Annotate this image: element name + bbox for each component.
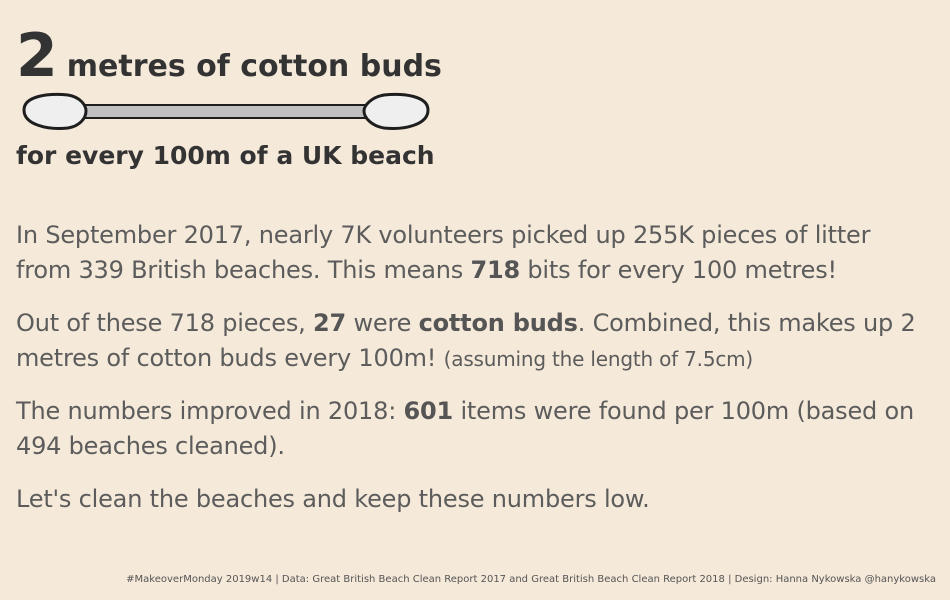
paragraph-2018-improvement: The numbers improved in 2018: 601 items … <box>16 394 931 464</box>
headline: 2 metres of cotton buds <box>16 22 442 90</box>
paragraph-call-to-action: Let's clean the beaches and keep these n… <box>16 482 931 517</box>
p3-bold-601: 601 <box>403 397 454 425</box>
cotton-bud-right-tip <box>362 92 430 130</box>
p1-text-b: bits for every 100 metres! <box>519 256 837 284</box>
p2-bold-cotton-buds: cotton buds <box>418 309 578 337</box>
paragraph-2017-summary: In September 2017, nearly 7K volunteers … <box>16 218 931 288</box>
cotton-bud-left-tip <box>22 92 88 130</box>
p2-note: (assuming the length of 7.5cm) <box>443 347 754 371</box>
p2-text-c: . Combined, this makes up 2 metres of co… <box>16 309 916 372</box>
p4-text-a: Let's clean the beaches and keep these n… <box>16 485 650 513</box>
footer-credits: #MakeoverMonday 2019w14 | Data: Great Br… <box>126 574 936 585</box>
headline-text: metres of cotton buds <box>66 49 442 84</box>
p2-text-a: Out of these 718 pieces, <box>16 309 314 337</box>
cotton-bud-icon <box>22 92 430 130</box>
p2-bold-27: 27 <box>313 309 347 337</box>
cotton-bud-stick <box>75 104 377 119</box>
p1-bold-718: 718 <box>470 256 520 284</box>
p2-text-b: were <box>346 309 419 337</box>
p1-text-a: In September 2017, nearly 7K volunteers … <box>16 221 871 284</box>
p3-text-b: items were found per 100m (based on 494 … <box>16 397 914 460</box>
paragraph-cotton-buds: Out of these 718 pieces, 27 were cotton … <box>16 306 931 377</box>
p3-text-a: The numbers improved in 2018: <box>16 397 404 425</box>
headline-number: 2 <box>16 21 58 91</box>
subheadline: for every 100m of a UK beach <box>16 141 435 170</box>
